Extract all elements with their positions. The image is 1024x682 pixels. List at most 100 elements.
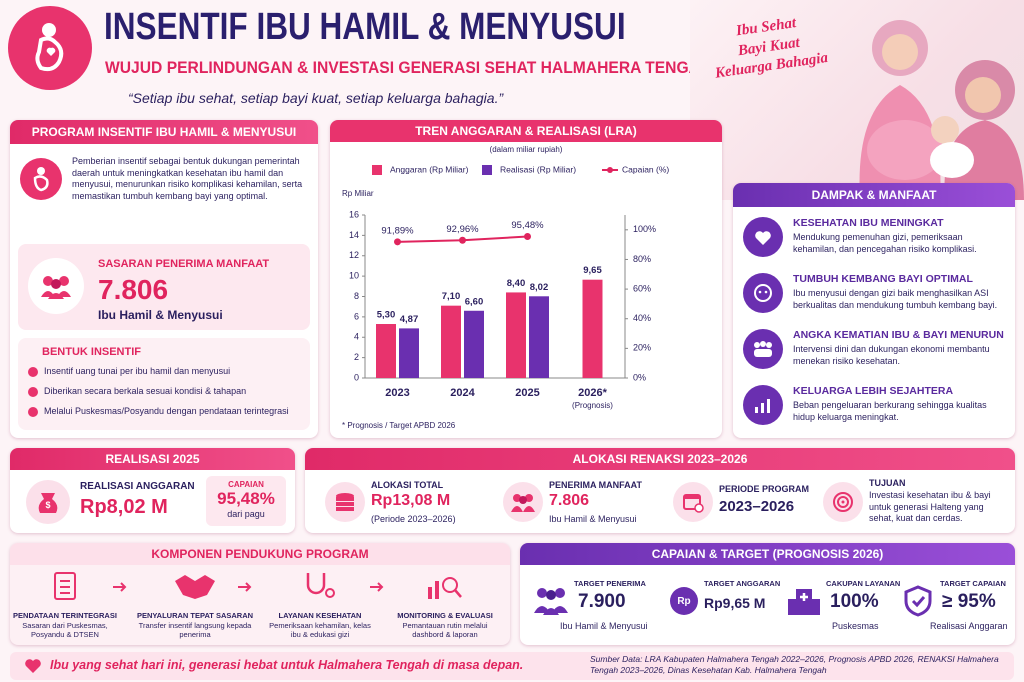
icon [788, 589, 820, 615]
y-axis-label: Rp Miliar [342, 189, 374, 198]
panel-title: DAMPAK & MANFAAT [733, 183, 1015, 207]
icon-shape [41, 276, 71, 299]
y2-tick-label: 40% [633, 313, 651, 323]
logo-icon [35, 23, 64, 72]
value-label: 8,40 [507, 278, 526, 289]
target-note: Realisasi Anggaran [930, 621, 1008, 631]
step-title: LAYANAN KESEHATAN [278, 611, 362, 620]
impact-title: ANGKA KEMATIAN IBU & BAYI MENURUN [793, 329, 1004, 341]
allocation-note: (Periode 2023–2026) [371, 514, 456, 524]
heart-icon [25, 659, 41, 673]
target-unit: Ibu Hamil & Menyusui [98, 308, 223, 322]
footer: Ibu yang sehat hari ini, generasi hebat … [10, 652, 1014, 680]
target-label: SASARAN PENERIMA MANFAAT [98, 258, 270, 270]
allocation-value: 7.806 [549, 492, 590, 509]
check [28, 386, 38, 397]
icon [20, 158, 62, 200]
bar [529, 296, 549, 378]
step-title: PENYALURAN TEPAT SASARAN [136, 611, 254, 620]
check [28, 366, 38, 377]
icon-shape [336, 493, 354, 511]
y2-tick-label: 60% [633, 283, 651, 293]
icon [823, 482, 863, 522]
legend-marker [607, 167, 613, 173]
impact-title: KELUARGA LEBIH SEJAHTERA [793, 385, 954, 397]
allocation-panel: ALOKASI RENAKSI 2023–2026 ALOKASI TOTAL … [305, 448, 1015, 533]
y-tick-label: 0 [354, 372, 359, 382]
legend-label: Realisasi (Rp Miliar) [500, 164, 576, 174]
panel-title: PROGRAM INSENTIF IBU HAMIL & MENYUSUI [10, 120, 318, 144]
icon [325, 482, 365, 522]
goal-label: TUJUAN [869, 478, 906, 488]
y2-tick-label: 80% [633, 254, 651, 264]
value-label: 6,60 [465, 296, 484, 307]
step-text: Pemeriksaan kehamilan, kelas ibu & eduka… [269, 621, 371, 640]
y-tick-label: 16 [349, 209, 359, 219]
y-tick-label: 12 [349, 250, 359, 260]
step-text: Transfer insentif langsung kepada peneri… [138, 621, 252, 640]
y-tick-label: 8 [354, 291, 359, 301]
y-tick-label: 10 [349, 271, 359, 281]
impact-text: Intervensi dini dan dukungan ekonomi mem… [793, 344, 990, 366]
form-text: Diberikan secara berkala sesuai kondisi … [44, 386, 247, 396]
step-text: Pemantauan rutin melalui dashbord & lapo… [402, 621, 488, 640]
capaian-point [394, 238, 401, 246]
realization-panel: REALISASI 2025 $ REALISASI ANGGARAN Rp8,… [10, 448, 295, 533]
icon-shape [683, 494, 704, 513]
target-label: TARGET CAPAIAN [940, 579, 1006, 588]
y-tick-label: 2 [354, 352, 359, 362]
impact-text: Beban pengeluaran berkurang sehingga kua… [793, 400, 987, 422]
target-label: CAKUPAN LAYANAN [826, 579, 901, 588]
x-tick-label: 2024 [450, 387, 475, 399]
logo [8, 6, 92, 90]
value-label: 92,96% [446, 224, 479, 235]
y-tick-label: 6 [354, 311, 359, 321]
targets-panel: CAPAIAN & TARGET (PROGNOSIS 2026) TARGET… [520, 543, 1015, 645]
panel-title: CAPAIAN & TARGET (PROGNOSIS 2026) [520, 543, 1015, 565]
legend-label: Capaian (%) [622, 164, 669, 174]
x-tick-label: 2023 [385, 387, 409, 399]
goal-text: Investasi kesehatan ibu & bayi untuk gen… [869, 490, 991, 524]
achievement-note: dari pagu [227, 509, 265, 519]
icon [503, 482, 543, 522]
legend-swatch [372, 165, 382, 175]
x-tick-label: 2025 [515, 387, 539, 399]
value-label: 5,30 [377, 310, 396, 321]
photo-illustration [859, 20, 1024, 200]
x-category-note: (Prognosis) [572, 401, 613, 410]
value-label: 95,48% [511, 220, 544, 231]
chart-header [330, 120, 722, 142]
target-note: Ibu Hamil & Menyusui [560, 621, 648, 631]
value-label: 4,87 [400, 314, 419, 325]
step-text: Sasaran dari Puskesmas, Posyandu & DTSEN [22, 621, 108, 640]
impact-text: Mendukung pemenuhan gizi, pemeriksaan ke… [793, 232, 977, 254]
svg-text:$: $ [45, 500, 50, 510]
icon-shape [754, 284, 772, 302]
achievement-box: CAPAIAN 95,48% dari pagu [206, 476, 286, 526]
icon [743, 217, 783, 257]
icon-shape [754, 341, 772, 357]
program-panel: PROGRAM INSENTIF IBU HAMIL & MENYUSUI Pe… [10, 120, 318, 438]
target-box: SASARAN PENERIMA MANFAAT 7.806 Ibu Hamil… [18, 244, 310, 330]
form-item: Diberikan secara berkala sesuai kondisi … [28, 386, 246, 398]
target-value: 100% [830, 591, 879, 612]
legend-label: Anggaran (Rp Miliar) [390, 164, 469, 174]
forms-title: BENTUK INSENTIF [42, 346, 141, 358]
chart-panel: TREN ANGGARAN & REALISASI (LRA) (dalam m… [330, 120, 722, 438]
y-tick-label: 14 [349, 230, 359, 240]
achievement-value: 95,48% [217, 489, 275, 508]
capaian-point [524, 233, 531, 241]
icon [534, 588, 568, 615]
form-item: Melalui Puskesmas/Posyandu dengan pendat… [28, 406, 289, 418]
icon [743, 329, 783, 369]
target-value: Rp9,65 M [704, 595, 766, 611]
bar [464, 310, 484, 378]
title: INSENTIF IBU HAMIL & MENYUSUI [104, 6, 626, 48]
photo [690, 0, 1024, 200]
icon [28, 258, 84, 314]
panel-title: REALISASI 2025 [10, 448, 295, 470]
target-label: TARGET PENERIMA [574, 579, 646, 588]
impact-title: KESEHATAN IBU MENINGKAT [793, 217, 944, 229]
component-icons [54, 572, 462, 600]
